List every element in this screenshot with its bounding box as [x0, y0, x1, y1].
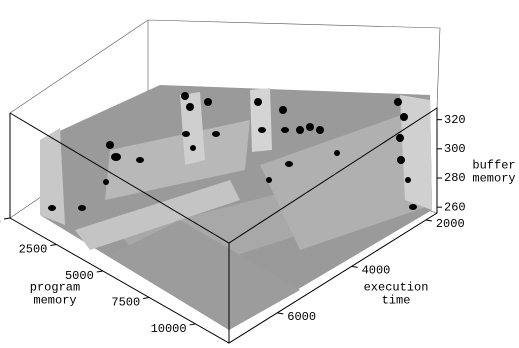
points [48, 92, 417, 211]
x-tick [189, 323, 196, 326]
y-tick-label: 6000 [287, 310, 316, 324]
x-tick [96, 270, 103, 273]
y-tick [351, 265, 358, 268]
x-tick-label: 0 [0, 216, 1, 230]
y-tick-label: 2000 [436, 217, 465, 231]
z-tick-label: 260 [444, 200, 466, 214]
y-tick [425, 219, 432, 222]
x-tick-label: 2500 [19, 243, 48, 257]
x-tick-label: 7500 [111, 296, 140, 310]
y-tick-label: 4000 [362, 264, 391, 278]
x-axis-label: program memory [30, 281, 80, 308]
x-tick [143, 296, 150, 299]
z-tick-label: 280 [444, 171, 466, 185]
z-tick-label: 300 [444, 142, 466, 156]
z-axis-label: buffer memory [472, 159, 515, 186]
z-tick-label: 320 [444, 113, 466, 127]
x-tick [3, 217, 11, 220]
x-tick [50, 243, 57, 246]
y-tick [277, 312, 284, 315]
x-tick-label: 5000 [65, 269, 94, 283]
x-tick-label: 10000 [151, 322, 187, 336]
y-axis-label: execution time [364, 281, 429, 308]
